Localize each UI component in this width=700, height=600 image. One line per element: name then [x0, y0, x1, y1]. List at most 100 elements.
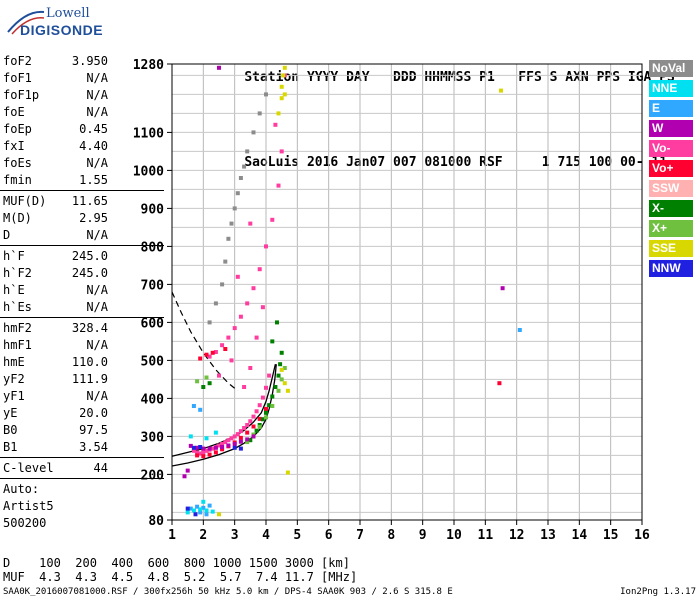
echo-point — [195, 445, 200, 450]
param-name: foF2 — [3, 54, 32, 68]
d-value: 400 — [111, 556, 134, 570]
series-nne — [185, 430, 218, 515]
echo-point — [204, 512, 209, 517]
param-value: 44 — [93, 461, 108, 475]
echo-point — [279, 367, 284, 372]
echo-point — [245, 301, 250, 306]
echo-point — [220, 445, 225, 449]
echo-point — [499, 88, 503, 93]
muf-value: 11.7 — [284, 570, 314, 584]
tick-labels: 1 2 3 4 5 6 7 8 9 10 11 12 13 14 15 1680200300400500600… — [133, 58, 650, 543]
param-value: 1.55 — [79, 173, 108, 187]
logo-digisonde: DIGISONDE — [20, 22, 104, 38]
echo-point — [264, 407, 268, 411]
echo-point — [273, 122, 278, 127]
y-tick-label: 700 — [141, 278, 165, 293]
echo-point — [191, 404, 196, 408]
param-value: 328.4 — [71, 321, 108, 335]
echo-point — [257, 403, 262, 408]
echo-point — [245, 440, 250, 445]
param-row-foes: foEs N/A — [0, 155, 164, 172]
param-row-m-d-: M(D) 2.95 — [0, 210, 164, 227]
param-row-h-f2: h`F2 245.0 — [0, 265, 164, 282]
d-value: 1500 — [248, 556, 278, 570]
echo-point — [232, 434, 237, 439]
legend-item-vo-: Vo- — [649, 140, 693, 157]
param-row-ye: yE 20.0 — [0, 405, 164, 422]
echo-point — [264, 385, 268, 390]
echo-point — [204, 375, 209, 380]
param-name: hmF1 — [3, 338, 32, 352]
d-label: D — [3, 556, 11, 570]
echo-point — [270, 394, 275, 399]
echo-point — [198, 510, 203, 515]
echo-point — [204, 352, 209, 357]
param-name: h`F — [3, 249, 25, 263]
echo-point — [232, 206, 237, 211]
echo-point — [497, 381, 502, 386]
echo-point — [279, 350, 284, 355]
echo-point — [185, 506, 190, 511]
echo-point — [257, 111, 262, 116]
muf-value: 4.3 — [39, 570, 61, 584]
echo-point — [254, 428, 259, 433]
header-value: Jan07 — [346, 155, 386, 170]
echo-point — [191, 448, 196, 453]
echo-point — [264, 415, 268, 420]
echo-point — [204, 436, 209, 441]
footer-version: Ion2Png 1.3.17 — [620, 587, 696, 597]
param-value: N/A — [86, 105, 108, 119]
echo-point — [198, 356, 203, 361]
echo-point — [251, 434, 256, 439]
x-tick-label: 8 — [387, 528, 395, 543]
legend-item-x-: X+ — [649, 220, 693, 237]
echo-point — [220, 442, 225, 446]
param-name: C-level — [3, 461, 54, 475]
y-tick-label: 80 — [148, 514, 164, 529]
param-name: fxI — [3, 139, 25, 153]
param-name: yF2 — [3, 372, 25, 386]
param-row-hmf1: hmF1 N/A — [0, 337, 164, 354]
param-value: 110.0 — [71, 355, 108, 369]
header-label: S — [549, 70, 558, 85]
d-unit: [km] — [321, 556, 350, 570]
header-value: 100 — [588, 155, 613, 170]
echo-point — [245, 423, 250, 427]
d-value: 3000 — [284, 556, 314, 570]
param-value: 111.9 — [71, 372, 108, 386]
param-value: 4.40 — [79, 139, 108, 153]
echo-point — [220, 447, 225, 452]
x-tick-label: 2 — [199, 528, 207, 543]
echo-point — [235, 191, 240, 196]
series-vo- — [191, 73, 287, 456]
param-row-hme: hmE 110.0 — [0, 354, 164, 371]
echo-point — [229, 221, 234, 226]
param-name: foEs — [3, 156, 32, 170]
param-row-h-e: h`E N/A — [0, 282, 164, 299]
header-value: 00- — [620, 155, 644, 170]
y-tick-label: 500 — [141, 354, 165, 369]
echo-point — [282, 92, 287, 97]
param-value: 97.5 — [79, 423, 108, 437]
echo-point — [276, 388, 281, 393]
param-name: h`Es — [3, 300, 32, 314]
param-value: 3.54 — [79, 440, 108, 454]
param-row-foe: foE N/A — [0, 104, 164, 121]
echo-point — [242, 164, 247, 169]
auto-label: Auto: — [3, 482, 40, 496]
echo-point — [201, 450, 206, 455]
echo-point — [198, 407, 203, 412]
echo-point — [279, 96, 284, 101]
echo-point — [245, 437, 250, 442]
legend-item-noval: NoVal — [649, 60, 693, 77]
echo-point — [232, 326, 237, 331]
echo-point — [195, 504, 200, 509]
plot-border — [171, 63, 643, 521]
param-name: B1 — [3, 440, 18, 454]
param-value: N/A — [86, 283, 108, 297]
muf-unit: [MHz] — [321, 570, 358, 584]
param-name: hmE — [3, 355, 25, 369]
x-tick-label: 11 — [478, 528, 494, 543]
x-tick-label: 7 — [356, 528, 364, 543]
